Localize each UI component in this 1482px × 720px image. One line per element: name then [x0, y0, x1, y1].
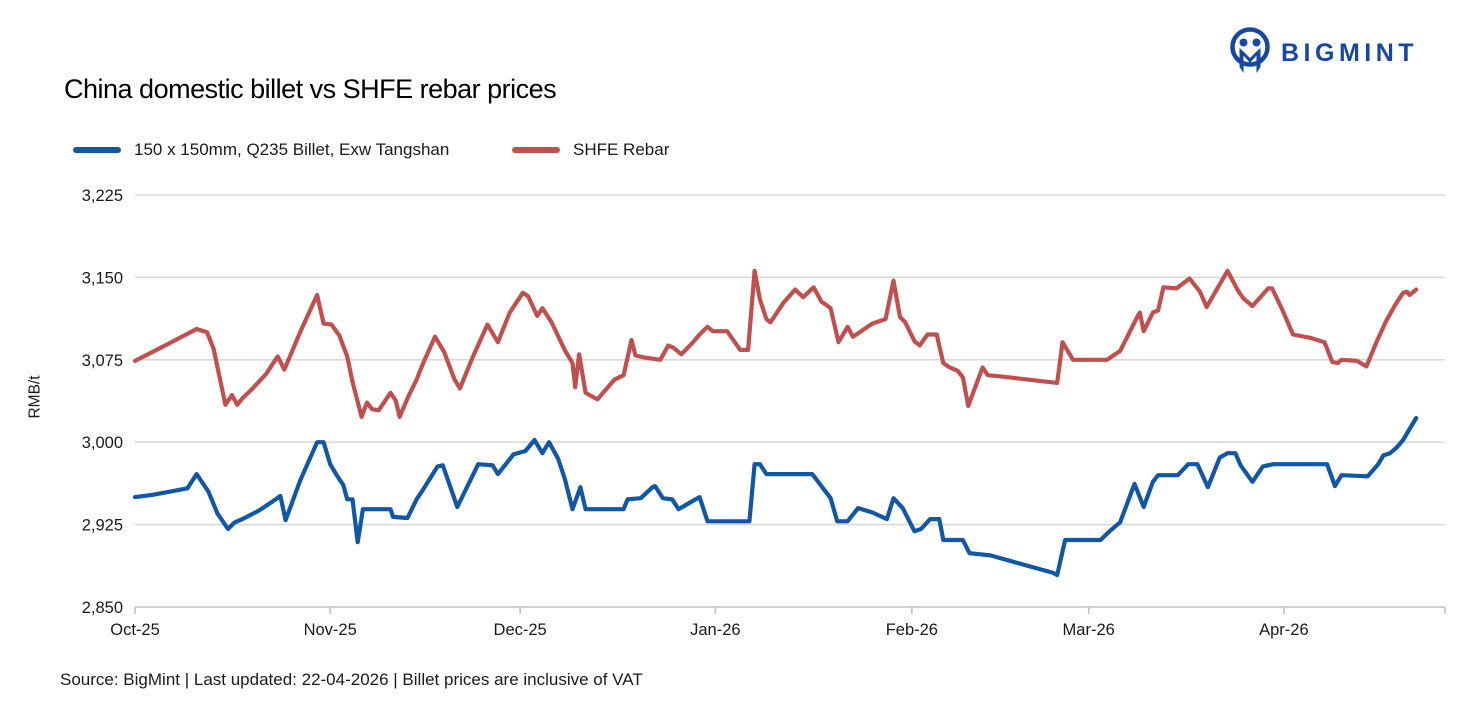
- brand-wordmark: BIGMINT: [1281, 39, 1419, 67]
- rebar-series-label: SHFE Rebar: [573, 140, 670, 159]
- y-tick-label: 2,850: [82, 599, 123, 617]
- billet-series-label: 150 x 150mm, Q235 Billet, Exw Tangshan: [134, 140, 450, 159]
- y-tick-label: 3,075: [82, 352, 123, 370]
- x-tick-label: Apr-26: [1259, 621, 1309, 639]
- rebar-series-swatch: [512, 147, 560, 153]
- y-tick-label: 3,150: [82, 269, 123, 287]
- x-tick-label: Feb-26: [886, 621, 938, 639]
- chart-legend: 150 x 150mm, Q235 Billet, Exw Tangshan S…: [0, 140, 1482, 160]
- rebar-price-line: [132, 268, 1419, 419]
- y-tick-label: 3,225: [82, 187, 123, 205]
- price-chart: 2,850 2,925 3,000 3,075 3,150 3,225 Oct-25 Nov-…: [82, 187, 1446, 639]
- x-tick-label: Nov-25: [304, 621, 357, 639]
- y-tick-label: 3,000: [82, 434, 123, 452]
- chart-title: China domestic billet vs SHFE rebar pric…: [64, 74, 557, 104]
- x-tick-label: Mar-26: [1063, 621, 1115, 639]
- y-tick-label: 2,925: [82, 517, 123, 535]
- bigmint-logo: BIGMINT: [1228, 26, 1418, 81]
- legend-item-rebar: SHFE Rebar: [512, 140, 669, 160]
- x-tick-label: Oct-25: [110, 621, 160, 639]
- x-tick-label: Jan-26: [690, 621, 740, 639]
- source-note: Source: BigMint | Last updated: 22-04-20…: [60, 670, 643, 689]
- bigmint-logo-icon: [1228, 26, 1272, 81]
- billet-price-line: [132, 415, 1419, 578]
- x-tick-label: Dec-25: [494, 621, 547, 639]
- legend-item-billet: 150 x 150mm, Q235 Billet, Exw Tangshan: [73, 140, 449, 160]
- billet-series-swatch: [73, 147, 121, 153]
